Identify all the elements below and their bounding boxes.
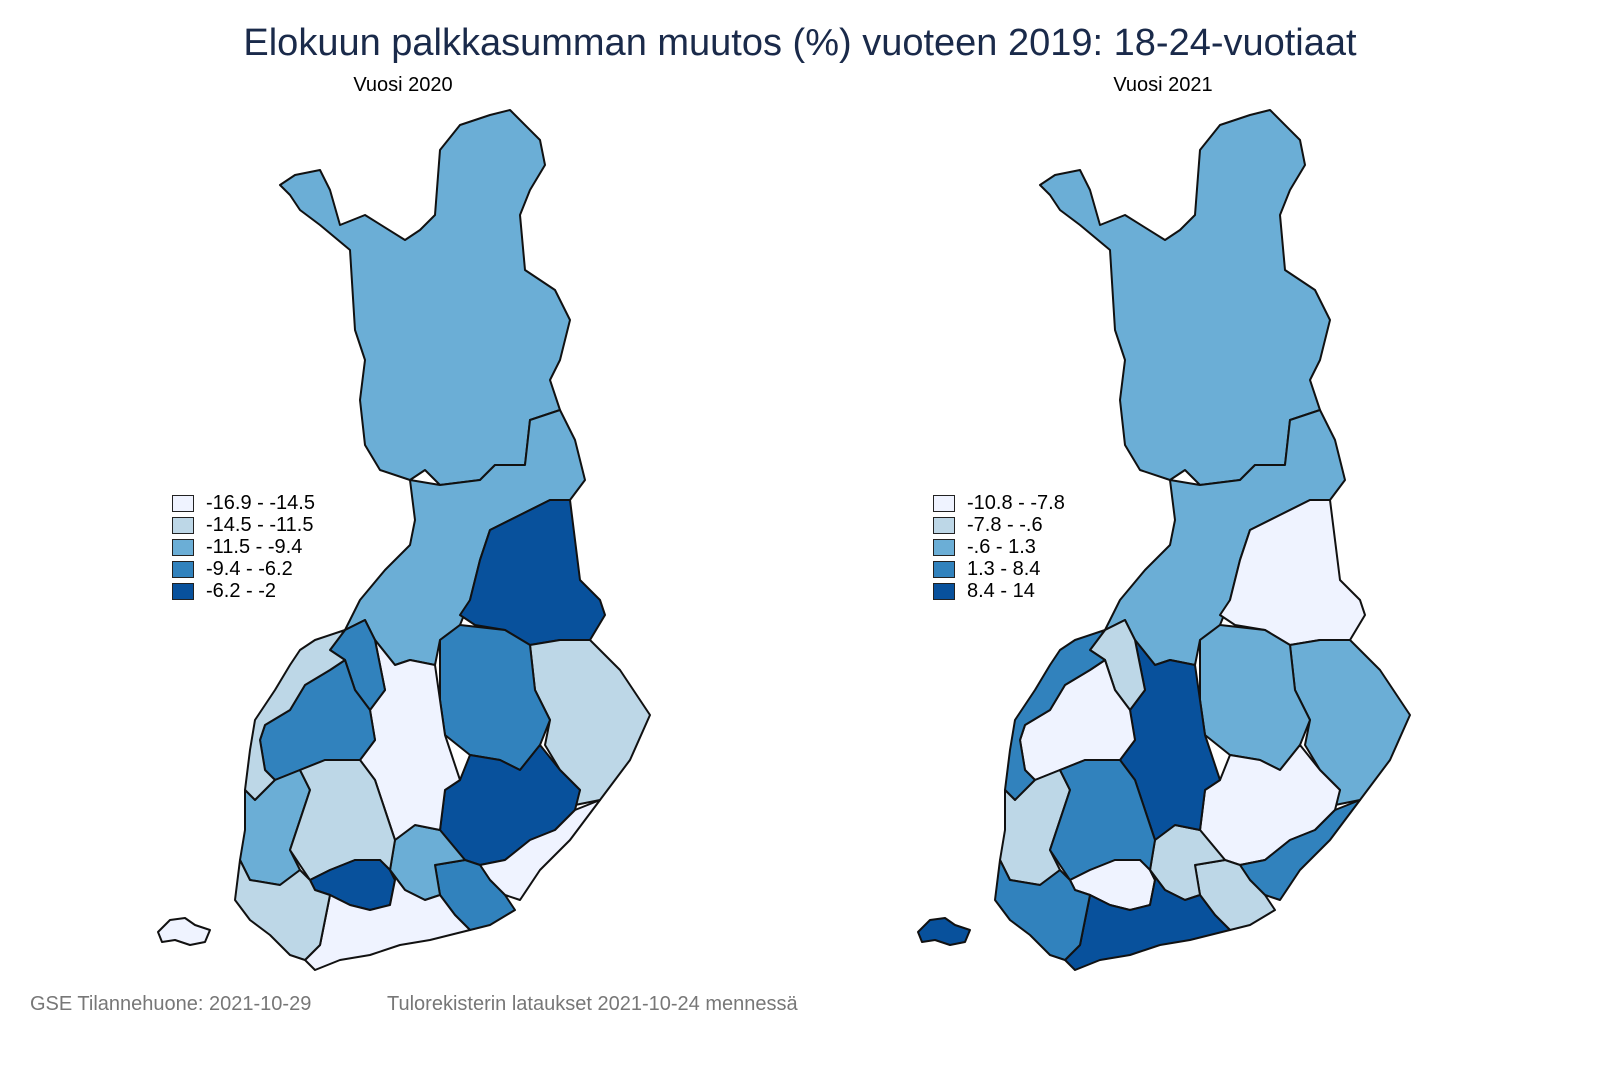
legend-2020: -16.9 - -14.5 -14.5 - -11.5 -11.5 - -9.4… <box>172 492 315 602</box>
footer-source: GSE Tilannehuone: 2021-10-29 <box>30 993 312 1015</box>
legend-item: -16.9 - -14.5 <box>172 492 315 514</box>
chart-title: Elokuun palkkasumman muutos (%) vuoteen … <box>243 22 1357 64</box>
legend-swatch <box>172 560 194 578</box>
region-varsinais-suomi <box>994 859 1091 961</box>
region-lappi <box>1039 109 1331 486</box>
footer-note: Tulorekisterin lataukset 2021-10-24 menn… <box>387 993 798 1015</box>
legend-swatch <box>933 538 955 556</box>
legend-swatch <box>933 582 955 600</box>
legend-swatch <box>933 560 955 578</box>
legend-label: -14.5 - -11.5 <box>206 513 314 536</box>
legend-item: 8.4 - 14 <box>933 580 1065 602</box>
legend-item: 1.3 - 8.4 <box>933 558 1065 580</box>
region-uusimaa <box>304 869 471 971</box>
map-2020 <box>157 109 651 971</box>
legend-label: -7.8 - -.6 <box>967 513 1043 536</box>
legend-label: 1.3 - 8.4 <box>967 557 1041 580</box>
region-pohjanmaa <box>1004 629 1106 801</box>
legend-2021: -10.8 - -7.8 -7.8 - -.6 -.6 - 1.3 1.3 - … <box>933 492 1065 602</box>
legend-label: 8.4 - 14 <box>967 579 1035 602</box>
map-2021 <box>917 109 1411 971</box>
legend-item: -7.8 - -.6 <box>933 514 1065 536</box>
legend-item: -9.4 - -6.2 <box>172 558 315 580</box>
region-varsinais-suomi <box>234 859 331 961</box>
legend-item: -11.5 - -9.4 <box>172 536 315 558</box>
region-ahvenanmaa <box>917 917 971 946</box>
region-uusimaa <box>1064 869 1231 971</box>
legend-swatch <box>172 494 194 512</box>
region-pohjanmaa <box>244 629 346 801</box>
legend-label: -.6 - 1.3 <box>967 535 1036 558</box>
map-subtitle-2020: Vuosi 2020 <box>353 74 453 96</box>
region-ahvenanmaa <box>157 917 211 946</box>
map-subtitle-2021: Vuosi 2021 <box>1113 74 1213 96</box>
legend-label: -9.4 - -6.2 <box>206 557 293 580</box>
legend-swatch <box>172 516 194 534</box>
legend-swatch <box>172 538 194 556</box>
region-lappi <box>279 109 571 486</box>
legend-label: -11.5 - -9.4 <box>206 535 303 558</box>
legend-item: -.6 - 1.3 <box>933 536 1065 558</box>
legend-swatch <box>933 494 955 512</box>
legend-item: -6.2 - -2 <box>172 580 315 602</box>
legend-label: -6.2 - -2 <box>206 579 277 602</box>
legend-item: -14.5 - -11.5 <box>172 514 315 536</box>
legend-label: -16.9 - -14.5 <box>206 491 315 514</box>
legend-label: -10.8 - -7.8 <box>967 491 1065 514</box>
legend-swatch <box>172 582 194 600</box>
legend-swatch <box>933 516 955 534</box>
legend-item: -10.8 - -7.8 <box>933 492 1065 514</box>
